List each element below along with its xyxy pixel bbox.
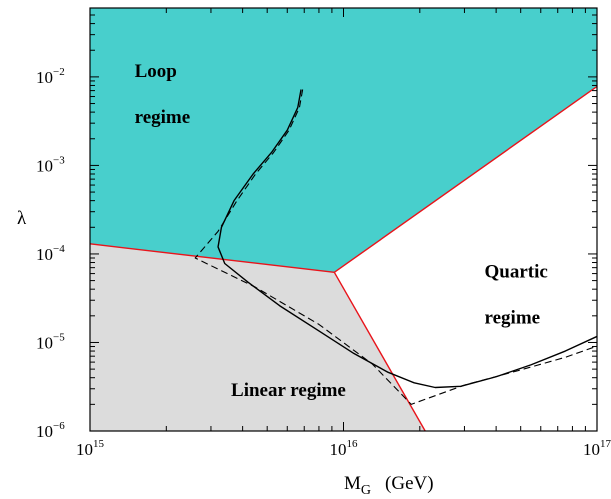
boundary-loop-quartic	[333, 85, 598, 273]
y-tick-label: 10−3	[36, 154, 65, 175]
linear-region	[90, 243, 426, 431]
boundary-linear-quartic	[333, 271, 426, 432]
tick-labels: 1015 1016 1017 10−6 10−5 10−4 10−3 10−2	[36, 66, 611, 459]
regime-boundaries	[89, 85, 598, 432]
quartic-region-label: Quartic	[485, 262, 548, 283]
boundary-loop-linear	[89, 243, 335, 274]
y-tick-label: 10−4	[36, 243, 65, 264]
y-axis-label: λ	[17, 208, 27, 229]
x-tick-label: 1017	[583, 438, 611, 459]
quartic-region-label: regime	[485, 308, 541, 329]
y-tick-label: 10−6	[36, 420, 65, 441]
regime-regions	[90, 8, 597, 431]
y-tick-label: 10−2	[36, 66, 65, 87]
x-axis-label-main: M	[344, 473, 361, 494]
y-tick-label: 10−5	[36, 331, 65, 352]
axis-ticks	[89, 7, 598, 432]
curve-dashed	[194, 89, 598, 405]
x-axis-label: MG (GeV)	[344, 473, 434, 498]
quartic-region	[334, 86, 597, 431]
region-labels: Loop regime Quartic regime Linear regime	[135, 61, 548, 401]
loop-region-label: regime	[135, 107, 191, 128]
x-axis-label-sub: G	[361, 483, 371, 498]
x-tick-label: 1016	[330, 438, 359, 459]
loop-region-label: Loop	[135, 61, 177, 82]
curves	[194, 89, 598, 405]
linear-region-label: Linear regime	[231, 380, 346, 401]
loop-region	[90, 8, 597, 273]
x-tick-label: 1015	[76, 438, 105, 459]
x-axis-label-unit: (GeV)	[385, 473, 434, 494]
